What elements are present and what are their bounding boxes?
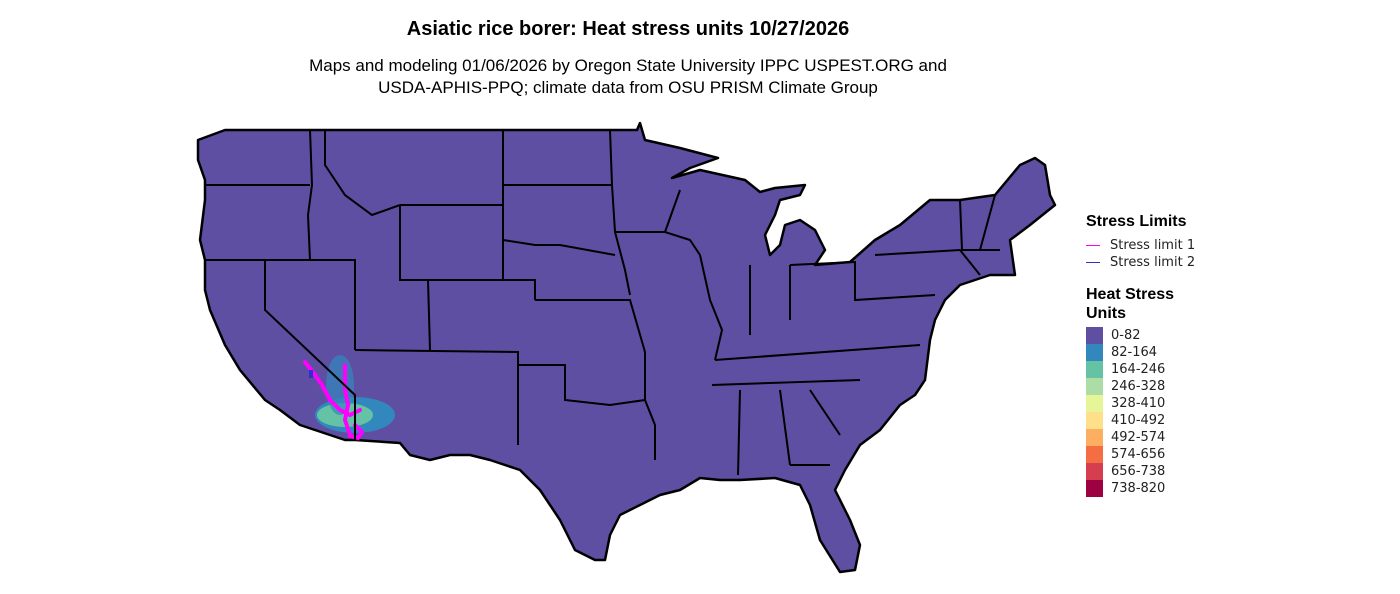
legend: Stress Limits Stress limit 1 Stress limit… [1086,212,1195,497]
heat-stress-item: 492-574 [1086,429,1195,446]
color-swatch [1086,412,1103,429]
heat-stress-label: 738-820 [1111,481,1166,496]
stress-limits-title: Stress Limits [1086,213,1187,230]
conus-outline [196,121,1057,574]
line-swatch [1086,262,1100,263]
color-swatch [1086,378,1103,395]
stress-limit-item: Stress limit 2 [1086,254,1195,271]
color-swatch [1086,480,1103,497]
heat-stress-label: 82-164 [1111,345,1158,360]
heat-stress-item: 328-410 [1086,395,1195,412]
heat-stress-label: 410-492 [1111,413,1166,428]
map-subtitle: Maps and modeling 01/06/2026 by Oregon S… [0,55,1256,99]
subtitle-line-2: USDA-APHIS-PPQ; climate data from OSU PR… [378,78,878,97]
color-swatch [1086,361,1103,378]
stress-limit-label: Stress limit 2 [1110,255,1196,270]
heat-stress-item: 82-164 [1086,344,1195,361]
heat-stress-item: 0-82 [1086,327,1195,344]
color-swatch [1086,327,1103,344]
heat-stress-list: 0-82 82-164 164-246 246-328 328-410 410-492 49… [1086,327,1195,497]
stress-limit-label: Stress limit 1 [1110,238,1196,253]
color-swatch [1086,344,1103,361]
heat-stress-label: 328-410 [1111,396,1166,411]
color-swatch [1086,463,1103,480]
map-title: Asiatic rice borer: Heat stress units 10… [406,18,850,40]
heat-stress-label: 656-738 [1111,464,1166,479]
stress-limits-list: Stress limit 1 Stress limit 2 [1086,237,1195,271]
color-swatch [1086,429,1103,446]
heat-stress-item: 574-656 [1086,446,1195,463]
heat-stress-item: 246-328 [1086,378,1195,395]
heat-stress-label: 0-82 [1111,328,1141,343]
state-borders [205,129,1000,476]
subtitle-line-1: Maps and modeling 01/06/2026 by Oregon S… [309,56,947,75]
heat-stress-title-line-2: Units [1086,305,1126,322]
heat-stress-title: Heat Stress Units [1086,285,1195,323]
color-swatch [1086,446,1103,463]
heat-stress-item: 656-738 [1086,463,1195,480]
heat-stress-label: 164-246 [1111,362,1166,377]
stress-limit-item: Stress limit 1 [1086,237,1195,254]
line-swatch [1086,245,1100,246]
heat-stress-title-line-1: Heat Stress [1086,286,1175,303]
heat-stress-item: 738-820 [1086,480,1195,497]
heat-stress-item: 410-492 [1086,412,1195,429]
heat-stress-label: 492-574 [1111,430,1166,445]
color-swatch [1086,395,1103,412]
heat-stress-label: 574-656 [1111,447,1166,462]
heat-stress-label: 246-328 [1111,379,1166,394]
heat-stress-item: 164-246 [1086,361,1195,378]
